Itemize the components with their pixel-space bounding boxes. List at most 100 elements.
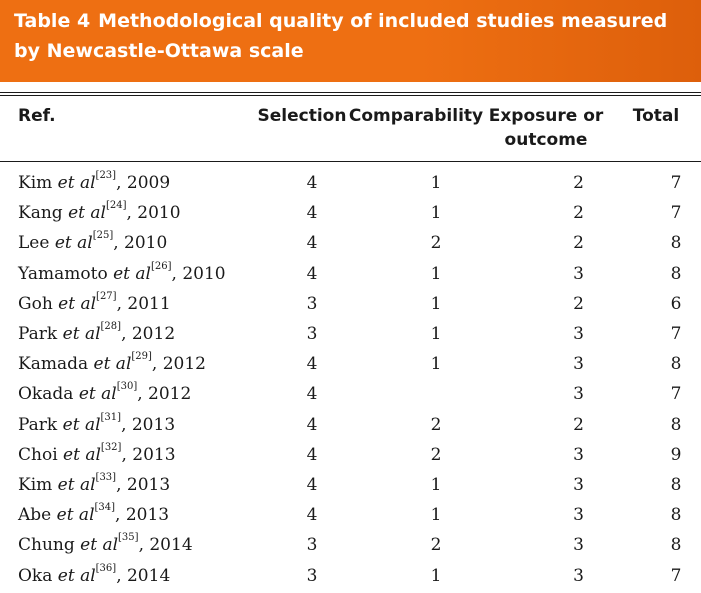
et-al: et al (78, 384, 117, 405)
ref-cell: Yamamoto et al[26], 2010 (0, 259, 258, 289)
study-year: , 2010 (171, 263, 226, 284)
et-al: et al (68, 203, 106, 224)
exposure-cell: 3 (573, 354, 584, 375)
comparability-cell: 1 (430, 203, 442, 224)
comparability-cell: 1 (430, 293, 442, 314)
reference-number: [26] (151, 260, 172, 272)
selection-cell: 4 (306, 384, 318, 405)
table-row: Abe et al[34], 2013 4 1 3 8 (0, 500, 701, 530)
study-year: , 2014 (138, 535, 193, 556)
selection-cell: 4 (306, 474, 318, 495)
study-year: , 2012 (151, 354, 206, 375)
exposure-cell: 3 (573, 505, 584, 526)
et-al: et al (62, 324, 101, 345)
author-name: Oka (18, 565, 53, 586)
study-year: , 2013 (115, 505, 170, 526)
table-row: Oka et al[36], 2014 3 1 3 7 (0, 560, 701, 590)
comparability-cell: 1 (430, 505, 442, 526)
table-title: Methodological quality of included studi… (14, 10, 668, 62)
total-cell: 8 (670, 474, 682, 495)
comparability-cell: 2 (430, 535, 442, 556)
exposure-cell: 2 (573, 203, 584, 224)
comparability-cell: 1 (430, 565, 442, 586)
exposure-cell: 3 (573, 474, 584, 495)
et-al: et al (62, 414, 101, 435)
quality-table: Kim et al[23], 2009 4 1 2 7 Kang et al[24], 2… (0, 168, 701, 591)
reference-number: [34] (94, 502, 116, 514)
ref-cell: Kim et al[33], 2013 (0, 470, 258, 500)
comparability-cell: 2 (430, 233, 442, 254)
selection-cell: 4 (306, 505, 318, 526)
et-al: et al (57, 565, 96, 586)
table-row: Kim et al[33], 2013 4 1 3 8 (0, 470, 701, 500)
et-al: et al (56, 505, 95, 526)
total-cell: 8 (670, 233, 682, 254)
exposure-cell: 3 (573, 565, 584, 586)
reference-number: [24] (105, 200, 127, 212)
selection-cell: 3 (306, 324, 318, 345)
author-name: Park (18, 324, 58, 345)
et-al: et al (57, 474, 96, 495)
header-rule-bottom (0, 95, 701, 96)
author-name: Chung (18, 535, 75, 556)
exposure-cell: 2 (573, 233, 584, 254)
total-cell: 8 (670, 414, 682, 435)
total-cell: 9 (670, 444, 682, 465)
exposure-cell: 3 (573, 384, 584, 405)
ref-cell: Park et al[28], 2012 (0, 319, 258, 349)
comparability-cell: 1 (430, 474, 442, 495)
total-cell: 8 (670, 354, 682, 375)
et-al: et al (54, 233, 93, 254)
reference-number: [25] (92, 230, 114, 242)
et-al: et al (93, 354, 132, 375)
exposure-cell: 3 (573, 324, 584, 345)
et-al: et al (113, 263, 151, 284)
author-name: Okada (18, 384, 74, 405)
ref-cell: Kim et al[23], 2009 (0, 168, 258, 198)
author-name: Kang (18, 203, 63, 224)
table-row: Chung et al[35], 2014 3 2 3 8 (0, 530, 701, 560)
exposure-cell: 3 (573, 535, 584, 556)
ref-cell: Kamada et al[29], 2012 (0, 349, 258, 379)
table-row: Kim et al[23], 2009 4 1 2 7 (0, 168, 701, 198)
exposure-cell: 2 (573, 173, 584, 194)
table-label: Table 4 (14, 10, 91, 32)
header-rule-top (0, 92, 701, 93)
reference-number: [32] (100, 441, 122, 453)
comparability-cell: 1 (430, 354, 442, 375)
reference-number: [31] (100, 411, 122, 423)
comparability-cell: 1 (430, 324, 442, 345)
total-cell: 6 (670, 293, 682, 314)
table-row: Lee et al[25], 2010 4 2 2 8 (0, 228, 701, 258)
table-row: Park et al[31], 2013 4 2 2 8 (0, 410, 701, 440)
et-al: et al (80, 535, 119, 556)
header-exposure: Exposure or outcome (476, 104, 616, 152)
ref-cell: Goh et al[27], 2011 (0, 289, 258, 319)
ref-cell: Okada et al[30], 2012 (0, 379, 258, 409)
et-al: et al (63, 444, 101, 465)
selection-cell: 3 (306, 293, 318, 314)
study-year: , 2010 (126, 203, 181, 224)
study-year: , 2010 (113, 233, 168, 254)
table-row: Kamada et al[29], 2012 4 1 3 8 (0, 349, 701, 379)
comparability-cell: 1 (430, 263, 442, 284)
ref-cell: Chung et al[35], 2014 (0, 530, 258, 560)
author-name: Park (18, 414, 58, 435)
comparability-cell: 1 (430, 173, 442, 194)
ref-cell: Choi et al[32], 2013 (0, 440, 258, 470)
et-al: et al (57, 173, 96, 194)
reference-number: [33] (95, 471, 117, 483)
study-year: , 2012 (137, 384, 192, 405)
total-cell: 8 (670, 535, 682, 556)
selection-cell: 4 (306, 203, 318, 224)
exposure-cell: 2 (573, 414, 584, 435)
reference-number: [30] (116, 381, 138, 393)
selection-cell: 4 (306, 354, 318, 375)
selection-cell: 4 (306, 414, 318, 435)
total-cell: 7 (670, 565, 682, 586)
table-row: Yamamoto et al[26], 2010 4 1 3 8 (0, 259, 701, 289)
total-cell: 7 (670, 203, 682, 224)
header-rule-below (0, 161, 701, 162)
reference-number: [28] (100, 321, 122, 333)
table-row: Kang et al[24], 2010 4 1 2 7 (0, 198, 701, 228)
